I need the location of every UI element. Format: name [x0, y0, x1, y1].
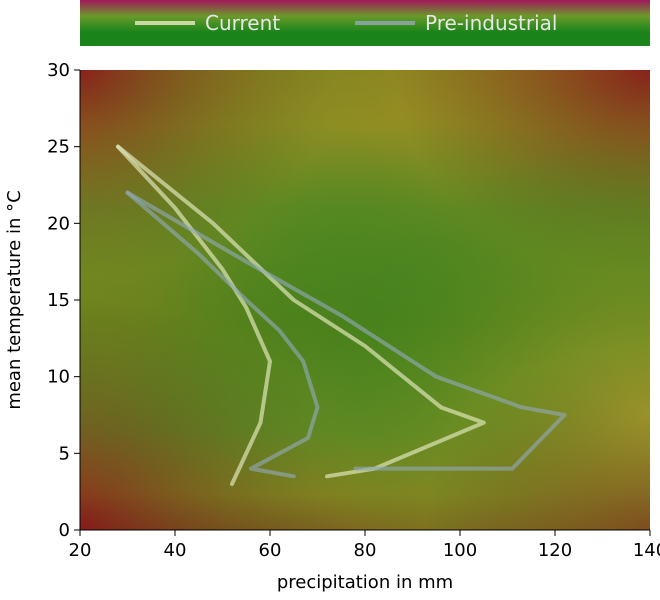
- y-tick-label: 25: [47, 137, 70, 158]
- y-tick-label: 0: [59, 520, 70, 541]
- y-tick-label: 5: [59, 443, 70, 464]
- x-tick-label: 120: [538, 540, 572, 561]
- x-tick-label: 20: [69, 540, 92, 561]
- x-ticks: 20 40 60 80 100 120 140: [69, 530, 660, 561]
- y-ticks: 0 5 10 15 20 25 30: [47, 60, 80, 541]
- y-tick-label: 20: [47, 213, 70, 234]
- y-tick-label: 15: [47, 290, 70, 311]
- y-tick-label: 30: [47, 60, 70, 81]
- legend: Current Pre-industrial: [80, 0, 650, 46]
- x-tick-label: 140: [633, 540, 660, 561]
- legend-label-current: Current: [205, 11, 280, 35]
- y-axis-label: mean temperature in °C: [4, 190, 25, 409]
- x-tick-label: 40: [164, 540, 187, 561]
- y-tick-label: 10: [47, 367, 70, 388]
- x-tick-label: 80: [354, 540, 377, 561]
- heatmap: [80, 70, 650, 530]
- chart-svg: Current Pre-industrial 0 5 10 15 20 25 30 20 40…: [0, 0, 660, 600]
- legend-label-preindustrial: Pre-industrial: [425, 11, 557, 35]
- x-axis-label: precipitation in mm: [277, 572, 453, 593]
- x-tick-label: 60: [259, 540, 282, 561]
- x-tick-label: 100: [443, 540, 477, 561]
- heatmap-blob-right: [80, 70, 650, 530]
- chart-container: Current Pre-industrial 0 5 10 15 20 25 30 20 40…: [0, 0, 660, 600]
